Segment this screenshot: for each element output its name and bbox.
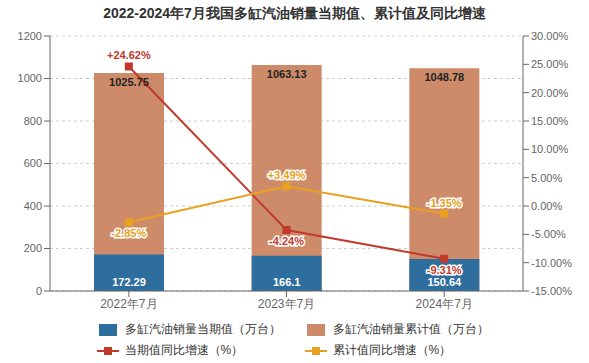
svg-text:30.00%: 30.00% [531,30,569,42]
svg-text:0: 0 [36,285,42,297]
svg-text:1063.13: 1063.13 [267,68,307,80]
svg-text:+3.49%: +3.49% [268,169,306,181]
html-text:多缸汽油销量当期值（万台）: 多缸汽油销量当期值（万台） [124,322,281,336]
svg-text:172.29: 172.29 [112,276,146,288]
html-text:累计值同比增速（%）: 累计值同比增速（%） [332,343,452,357]
svg-text:600: 600 [24,157,42,169]
html-text:当期值同比增速（%）: 当期值同比增速（%） [124,343,244,357]
svg-text:800: 800 [24,115,42,127]
svg-text:1048.78: 1048.78 [424,71,464,83]
svg-text:-5.00%: -5.00% [531,228,566,240]
svg-text:1000: 1000 [18,72,42,84]
svg-text:400: 400 [24,200,42,212]
svg-text:25.00%: 25.00% [531,58,569,70]
svg-text:2022年7月: 2022年7月 [100,297,157,311]
html-text:2022-2024年7月我国多缸汽油销量当期值、累计值及同比: 2022-2024年7月我国多缸汽油销量当期值、累计值及同比增速 [103,5,486,21]
svg-text:1200: 1200 [18,30,42,42]
svg-text:10.00%: 10.00% [531,143,569,155]
svg-text:-1.35%: -1.35% [427,197,462,209]
svg-text:0.00%: 0.00% [531,200,562,212]
svg-text:-15.00%: -15.00% [531,285,572,297]
svg-text:200: 200 [24,242,42,254]
svg-text:20.00%: 20.00% [531,87,569,99]
svg-text:-10.00%: -10.00% [531,257,572,269]
svg-text:+24.62%: +24.62% [107,49,151,61]
svg-text:166.1: 166.1 [273,276,301,288]
svg-text:1025.75: 1025.75 [109,76,149,88]
svg-text:-4.24%: -4.24% [269,235,304,247]
svg-text:2024年7月: 2024年7月 [415,297,472,311]
svg-text:150.64: 150.64 [428,276,463,288]
html-text:多缸汽油销量累计值（万台）: 多缸汽油销量累计值（万台） [332,322,489,336]
svg-text:-9.31%: -9.31% [427,264,462,276]
svg-text:5.00%: 5.00% [531,172,562,184]
svg-text:2023年7月: 2023年7月 [258,297,315,311]
svg-text:-2.85%: -2.85% [111,227,146,239]
svg-text:15.00%: 15.00% [531,115,569,127]
